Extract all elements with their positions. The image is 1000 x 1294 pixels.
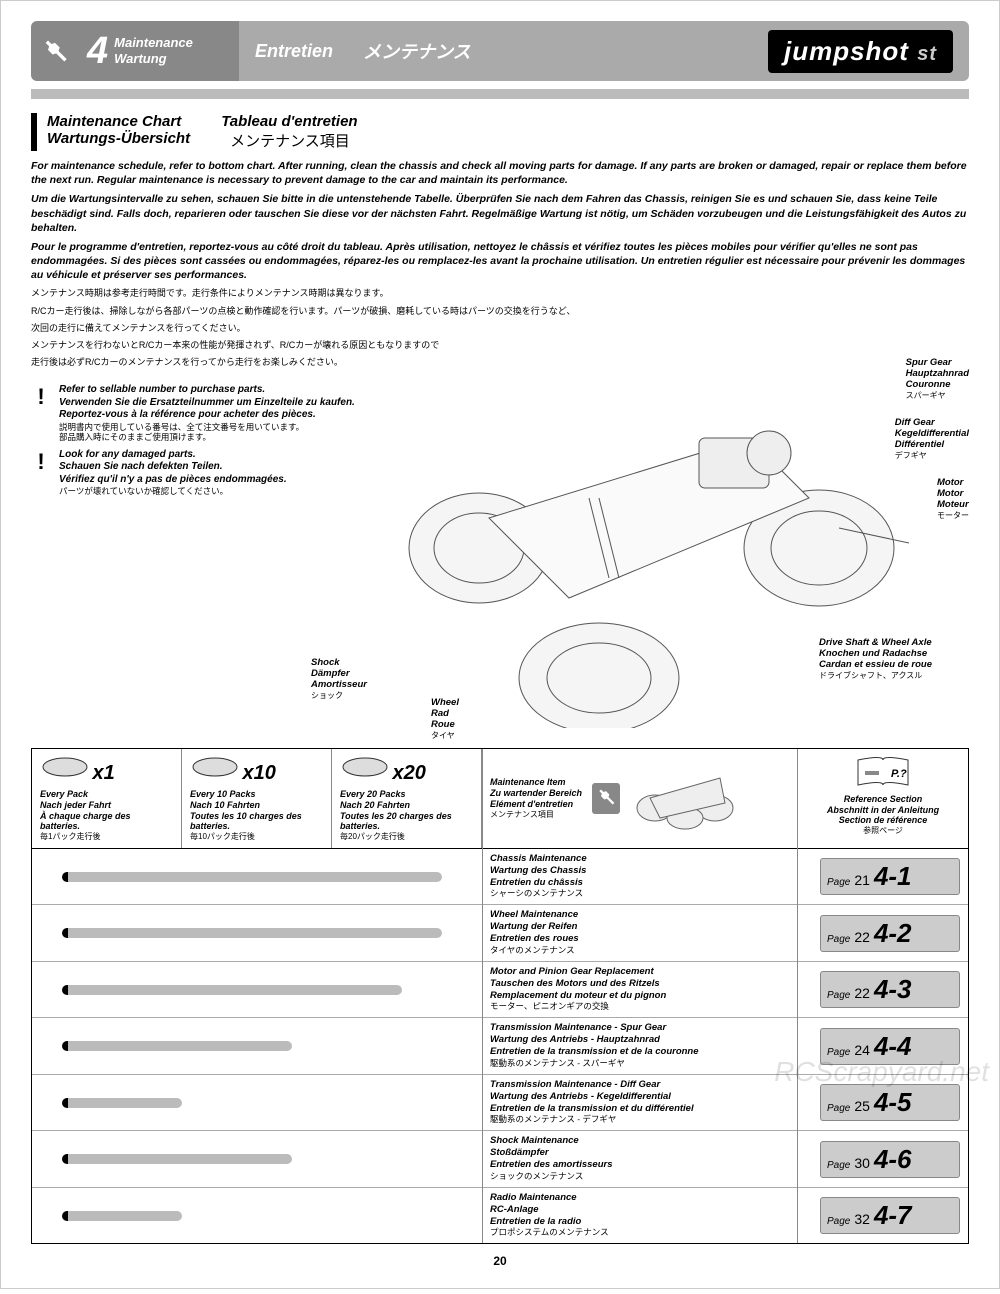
wrench-icon — [31, 21, 79, 81]
intro-jp2: R/Cカー走行後は、掃除しながら各部パーツの点検と動作確認を行います。パーツが破… — [31, 305, 969, 317]
svg-text:P.?: P.? — [891, 768, 907, 780]
intro-en: For maintenance schedule, refer to botto… — [31, 159, 969, 187]
ref-cell: Page324-7 — [798, 1193, 968, 1238]
item-cell: Wheel Maintenance Wartung der Reifen Ent… — [482, 905, 798, 961]
table-row: Wheel Maintenance Wartung der Reifen Ent… — [32, 905, 968, 962]
header-bar: 4 Maintenance Wartung Entretien メンテナンス j… — [31, 21, 969, 81]
intro-text: For maintenance schedule, refer to botto… — [31, 159, 969, 368]
ref-cell: Page304-6 — [798, 1137, 968, 1182]
intro-jp4: メンテナンスを行わないとR/Cカー本来の性能が発揮されず、R/Cカーが壊れる原因… — [31, 339, 969, 351]
table-row: Radio Maintenance RC-Anlage Entretien de… — [32, 1188, 968, 1244]
table-row: Chassis Maintenance Wartung des Chassis … — [32, 849, 968, 906]
divider-strip — [31, 89, 969, 99]
page-ref-badge: Page224-2 — [820, 915, 960, 952]
bar-cell — [32, 1098, 482, 1108]
bang-icon: ! — [31, 384, 51, 410]
item-cell: Transmission Maintenance - Diff Gear War… — [482, 1075, 798, 1131]
page-ref-badge: Page224-3 — [820, 971, 960, 1008]
ref-cell: Page224-2 — [798, 911, 968, 956]
col-x1: x1 Every Pack Nach jeder Fahrt À chaque … — [32, 749, 182, 848]
table-row: Shock Maintenance Stoßdämpfer Entretien … — [32, 1131, 968, 1188]
page-ref-badge: Page244-4 — [820, 1028, 960, 1065]
diagram-zone: ! Refer to sellable number to purchase p… — [31, 378, 969, 738]
label-diff: Diff Gear Kegeldifferential Différentiel… — [895, 418, 969, 462]
note-damaged: ! Look for any damaged parts. Schauen Si… — [31, 449, 355, 497]
section-number: 4 — [87, 30, 108, 73]
bang-icon: ! — [31, 449, 51, 475]
item-cell: Radio Maintenance RC-Anlage Entretien de… — [482, 1188, 798, 1244]
bar-cell — [32, 928, 482, 938]
ref-cell: Page224-3 — [798, 967, 968, 1012]
label-motor: Motor Motor Moteur モーター — [937, 478, 969, 522]
hdr-title-en: Maintenance — [114, 35, 193, 50]
table-header: x1 Every Pack Nach jeder Fahrt À chaque … — [32, 749, 968, 849]
ref-cell: Page214-1 — [798, 854, 968, 899]
item-cell: Shock Maintenance Stoßdämpfer Entretien … — [482, 1131, 798, 1187]
title-de: Wartungs-Übersicht — [47, 130, 190, 151]
intro-fr: Pour le programme d'entretien, reportez-… — [31, 240, 969, 283]
item-cell: Motor and Pinion Gear Replacement Tausch… — [482, 962, 798, 1018]
intro-de: Um die Wartungsintervalle zu sehen, scha… — [31, 192, 969, 235]
section-title: Maintenance Chart Tableau d'entretien Wa… — [31, 113, 969, 151]
label-wheel: Wheel Rad Roue タイヤ — [431, 698, 459, 742]
product-logo: jumpshot st — [768, 30, 953, 73]
hdr-title-fr: Entretien — [255, 41, 333, 62]
label-drive: Drive Shaft & Wheel Axle Knochen und Rad… — [819, 638, 969, 682]
title-jp: メンテナンス項目 — [230, 130, 350, 151]
page-number: 20 — [31, 1254, 969, 1268]
bar-cell — [32, 1211, 482, 1221]
col-x10: x10 Every 10 Packs Nach 10 Fahrten Toute… — [182, 749, 332, 848]
table-row: Transmission Maintenance - Diff Gear War… — [32, 1075, 968, 1132]
ref-cell: Page254-5 — [798, 1080, 968, 1125]
bar-cell — [32, 985, 482, 995]
table-row: Motor and Pinion Gear Replacement Tausch… — [32, 962, 968, 1019]
intro-jp1: メンテナンス時期は参考走行時間です。走行条件によりメンテナンス時期は異なります。 — [31, 287, 969, 299]
table-row: Transmission Maintenance - Spur Gear War… — [32, 1018, 968, 1075]
note-purchase: ! Refer to sellable number to purchase p… — [31, 384, 355, 443]
item-cell: Chassis Maintenance Wartung des Chassis … — [482, 849, 798, 905]
chassis-thumb — [630, 763, 740, 833]
table-body: Chassis Maintenance Wartung des Chassis … — [32, 849, 968, 1244]
section-number-block: 4 Maintenance Wartung — [79, 21, 239, 81]
col-item: Maintenance Item Zu wartender Bereich El… — [482, 749, 798, 848]
maintenance-table: x1 Every Pack Nach jeder Fahrt À chaque … — [31, 748, 969, 1244]
book-icon: P.? — [853, 755, 913, 791]
label-spur: Spur Gear Hauptzahnrad Couronne スパーギヤ — [906, 358, 969, 402]
bar-cell — [32, 1154, 482, 1164]
bar-cell — [32, 872, 482, 882]
col-ref: P.? Reference Section Abschnitt in der A… — [798, 749, 968, 848]
item-cell: Transmission Maintenance - Spur Gear War… — [482, 1018, 798, 1074]
hdr-title-de: Wartung — [114, 51, 166, 66]
page-ref-badge: Page324-7 — [820, 1197, 960, 1234]
label-shock: Shock Dämpfer Amortisseur ショック — [311, 658, 367, 702]
bar-cell — [32, 1041, 482, 1051]
wrench-small-icon — [592, 783, 620, 814]
manual-page: 4 Maintenance Wartung Entretien メンテナンス j… — [0, 0, 1000, 1289]
intro-jp5: 走行後は必ずR/Cカーのメンテナンスを行ってから走行をお楽しみください。 — [31, 356, 969, 368]
title-en: Maintenance Chart — [47, 113, 181, 130]
hdr-title-jp: メンテナンス — [363, 38, 471, 64]
page-ref-badge: Page214-1 — [820, 858, 960, 895]
intro-jp3: 次回の走行に備えてメンテナンスを行ってください。 — [31, 322, 969, 334]
page-ref-badge: Page304-6 — [820, 1141, 960, 1178]
header-titles: Entretien メンテナンス jumpshot st — [239, 21, 969, 81]
col-x20: x20 Every 20 Packs Nach 20 Fahrten Toute… — [332, 749, 482, 848]
page-ref-badge: Page254-5 — [820, 1084, 960, 1121]
title-fr: Tableau d'entretien — [221, 113, 357, 130]
ref-cell: Page244-4 — [798, 1024, 968, 1069]
